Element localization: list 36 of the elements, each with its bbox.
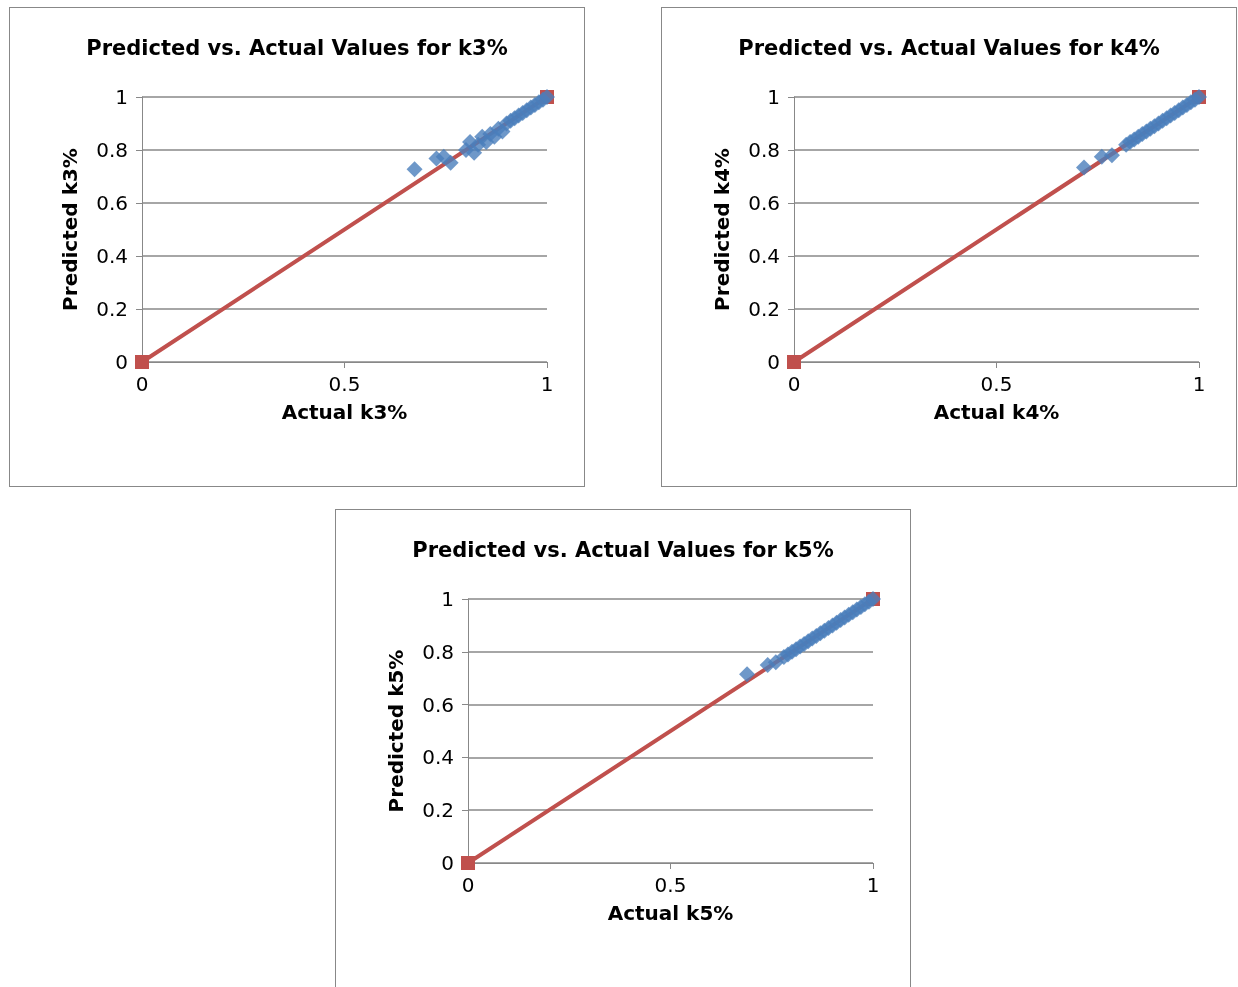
y-tick-label: 0.4	[748, 244, 780, 268]
x-tick-label: 0	[135, 372, 149, 396]
y-tick-label: 1	[767, 85, 780, 109]
y-tick-label: 1	[115, 85, 128, 109]
y-tick-label: 0.6	[422, 692, 454, 717]
y-tick-label: 0.4	[422, 745, 454, 770]
y-tick-label: 0.8	[422, 639, 454, 664]
y-tick-label: 0.8	[748, 138, 780, 162]
x-tick-label: 0.5	[328, 372, 361, 396]
y-axis-title: Predicted k4%	[710, 148, 734, 311]
y-tick-label: 0.2	[748, 297, 780, 321]
x-tick-label: 0.5	[654, 873, 687, 897]
x-axis-title: Actual k5%	[607, 901, 734, 925]
y-tick-label: 0.6	[96, 191, 128, 215]
chart-title: Predicted vs. Actual Values for k5%	[412, 537, 834, 562]
y-tick-label: 0	[115, 350, 128, 374]
x-tick-label: 1	[1192, 372, 1206, 396]
chart-title: Predicted vs. Actual Values for k3%	[86, 35, 508, 60]
y-tick-label: 0.8	[96, 138, 128, 162]
y-tick-label: 0.6	[748, 191, 780, 215]
y-axis-title: Predicted k5%	[384, 649, 408, 813]
x-tick-label: 0	[787, 372, 801, 396]
y-tick-label: 0.2	[422, 798, 454, 823]
x-tick-label: 0	[461, 873, 475, 897]
x-tick-label: 1	[866, 873, 880, 897]
y-tick-label: 0	[767, 350, 780, 374]
y-axis-title: Predicted k3%	[58, 148, 82, 311]
x-axis-title: Actual k3%	[281, 400, 408, 424]
y-tick-label: 0.2	[96, 297, 128, 321]
x-axis-title: Actual k4%	[933, 400, 1060, 424]
y-tick-label: 0	[441, 851, 454, 875]
chart-title: Predicted vs. Actual Values for k4%	[738, 35, 1160, 60]
x-tick-label: 0.5	[980, 372, 1013, 396]
y-tick-label: 0.4	[96, 244, 128, 268]
x-tick-label: 1	[540, 372, 554, 396]
y-tick-label: 1	[441, 587, 454, 611]
